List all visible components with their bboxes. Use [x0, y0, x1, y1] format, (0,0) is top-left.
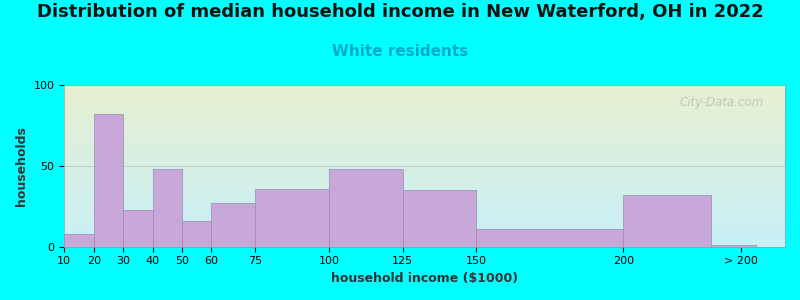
Bar — [476, 229, 623, 247]
Text: City-Data.com: City-Data.com — [679, 96, 763, 109]
Bar — [402, 190, 476, 247]
Text: Distribution of median household income in New Waterford, OH in 2022: Distribution of median household income … — [37, 3, 763, 21]
Bar — [255, 188, 329, 247]
Bar — [211, 203, 255, 247]
Bar — [94, 114, 123, 247]
Bar — [329, 169, 402, 247]
X-axis label: household income ($1000): household income ($1000) — [331, 272, 518, 285]
Bar — [711, 245, 755, 247]
Y-axis label: households: households — [15, 126, 28, 206]
Text: White residents: White residents — [332, 44, 468, 59]
Bar — [182, 221, 211, 247]
Bar — [123, 209, 153, 247]
Bar — [64, 234, 94, 247]
Bar — [623, 195, 711, 247]
Bar — [153, 169, 182, 247]
